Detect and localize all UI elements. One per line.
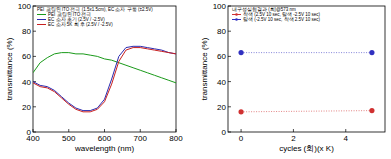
legend-label: EC 소자 5K 회 후 (2.5V / -2.5V) bbox=[48, 22, 113, 27]
marker bbox=[369, 50, 374, 55]
legend-swatch bbox=[37, 24, 46, 25]
y-tick-label: 40 bbox=[22, 78, 31, 87]
series-line bbox=[33, 53, 176, 83]
legend-swatch bbox=[232, 14, 241, 15]
chart-0: 020406080100400500600700800wavelength (n… bbox=[5, 2, 183, 153]
x-tick-label: 2 bbox=[291, 134, 296, 143]
y-tick-label: 100 bbox=[18, 2, 32, 11]
x-tick-label: 700 bbox=[134, 134, 148, 143]
x-tick-label: 500 bbox=[62, 134, 76, 143]
marker bbox=[238, 109, 243, 114]
y-tick bbox=[33, 132, 36, 133]
y-tick bbox=[228, 106, 231, 107]
y-tick-label: 0 bbox=[222, 128, 227, 137]
legend: 내구성실험결과 (회)@573 nm착색 (2.5V 10 sec, 탈색 -2… bbox=[232, 7, 321, 22]
y-tick bbox=[33, 106, 36, 107]
x-tick bbox=[33, 129, 34, 132]
data-group bbox=[33, 46, 176, 112]
y-tick bbox=[228, 81, 231, 82]
legend-marker bbox=[235, 18, 238, 21]
x-tick bbox=[241, 129, 242, 132]
legend-swatch bbox=[232, 19, 241, 20]
plot-frame bbox=[228, 6, 385, 132]
y-tick-label: 100 bbox=[213, 2, 227, 11]
x-tick-label: 800 bbox=[169, 134, 183, 143]
y-tick bbox=[228, 6, 231, 7]
y-tick-label: 80 bbox=[217, 27, 226, 36]
legend-label: 탈색 (-2.5V 10 sec, 착색 2.5V 10 sec) bbox=[243, 17, 321, 22]
y-tick bbox=[33, 6, 36, 7]
y-tick-label: 20 bbox=[217, 103, 226, 112]
legend-swatch bbox=[37, 19, 46, 20]
x-tick bbox=[140, 129, 141, 132]
y-tick bbox=[228, 56, 231, 57]
y-tick-label: 80 bbox=[22, 27, 31, 36]
y-tick bbox=[33, 56, 36, 57]
x-tick-label: 0 bbox=[239, 134, 244, 143]
legend-marker bbox=[235, 13, 238, 16]
plot-frame bbox=[33, 6, 176, 132]
x-tick-label: 600 bbox=[98, 134, 112, 143]
x-tick bbox=[68, 129, 69, 132]
series-line bbox=[33, 48, 176, 112]
y-tick-label: 20 bbox=[22, 103, 31, 112]
x-tick-label: 4 bbox=[344, 134, 349, 143]
figure: 020406080100400500600700800wavelength (n… bbox=[0, 0, 391, 159]
series-line bbox=[241, 111, 372, 112]
y-tick-label: 40 bbox=[217, 78, 226, 87]
y-tick bbox=[228, 31, 231, 32]
y-tick-label: 60 bbox=[22, 52, 31, 61]
x-axis-label: wavelength (nm) bbox=[74, 144, 134, 153]
x-tick bbox=[176, 129, 177, 132]
series-line bbox=[241, 52, 372, 53]
data-group bbox=[238, 50, 374, 114]
y-tick-label: 60 bbox=[217, 52, 226, 61]
x-axis-label: cycles (회)(x K) bbox=[279, 144, 334, 153]
marker bbox=[238, 50, 243, 55]
x-tick bbox=[345, 129, 346, 132]
y-tick bbox=[33, 31, 36, 32]
y-axis-label: transmittance (%) bbox=[5, 37, 14, 100]
marker bbox=[369, 108, 374, 113]
chart-1: 0 20 40 60 80 100 0 2 4 cycles (회)(x K) transmitta… bbox=[200, 2, 385, 153]
x-tick bbox=[104, 129, 105, 132]
legend-swatch bbox=[37, 14, 46, 15]
y-axis-label: transmittance (%) bbox=[200, 37, 209, 100]
x-tick-label: 400 bbox=[26, 134, 40, 143]
y-tick bbox=[228, 132, 231, 133]
legend: PEI 코팅된 ITO 전극 (1.5x1.5cm), EC 소자 구동 (±2… bbox=[37, 7, 153, 27]
x-tick bbox=[293, 129, 294, 132]
